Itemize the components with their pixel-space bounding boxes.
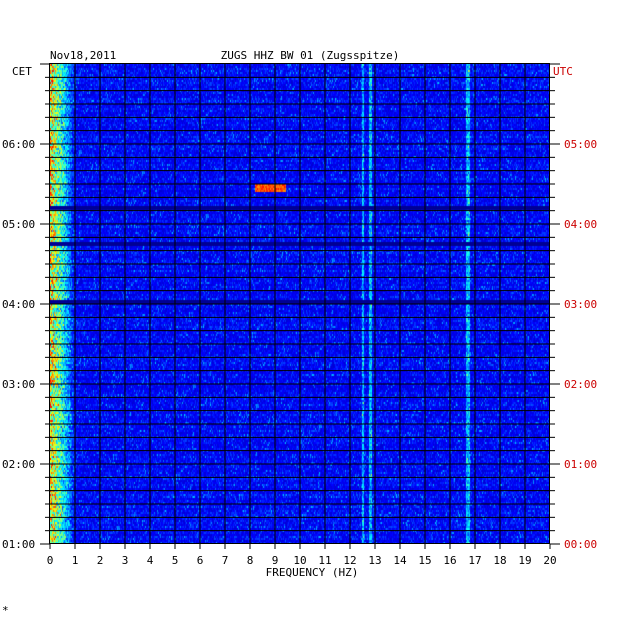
x-tick-label: 16 xyxy=(443,554,456,567)
x-tick-label: 1 xyxy=(72,554,79,567)
utc-tick-label: 01:00 xyxy=(564,458,597,471)
x-tick-label: 15 xyxy=(418,554,431,567)
x-tick-label: 12 xyxy=(343,554,356,567)
x-tick-label: 7 xyxy=(222,554,229,567)
x-tick-label: 17 xyxy=(468,554,481,567)
x-tick-label: 6 xyxy=(197,554,204,567)
utc-tick-label: 00:00 xyxy=(564,538,597,551)
cet-tick-label: 02:00 xyxy=(2,458,35,471)
x-axis-label: FREQUENCY (HZ) xyxy=(266,566,359,579)
utc-tick-label: 05:00 xyxy=(564,138,597,151)
axis-ticks xyxy=(40,63,560,549)
x-tick-label: 3 xyxy=(122,554,129,567)
x-tick-label: 19 xyxy=(518,554,531,567)
cet-tick-label: 04:00 xyxy=(2,298,35,311)
x-tick-labels: 0 1 2 3 4 5 6 7 8 9 10 11 12 13 14 15 16 17 18 19 20 xyxy=(47,554,557,567)
x-tick-label: 13 xyxy=(368,554,381,567)
cet-tick-label: 06:00 xyxy=(2,138,35,151)
x-tick-label: 5 xyxy=(172,554,179,567)
cet-tick-label: 03:00 xyxy=(2,378,35,391)
x-tick-label: 14 xyxy=(393,554,407,567)
utc-tick-label: 04:00 xyxy=(564,218,597,231)
utc-tick-label: 03:00 xyxy=(564,298,597,311)
x-tick-label: 9 xyxy=(272,554,279,567)
cet-tick-label: 05:00 xyxy=(2,218,35,231)
x-tick-label: 11 xyxy=(318,554,331,567)
x-tick-label: 0 xyxy=(47,554,54,567)
x-tick-label: 18 xyxy=(493,554,506,567)
utc-tick-label: 02:00 xyxy=(564,378,597,391)
utc-label: UTC xyxy=(553,65,573,78)
chart-title: ZUGS HHZ BW 01 (Zugsspitze) xyxy=(221,49,400,62)
x-tick-label: 4 xyxy=(147,554,154,567)
cet-tick-labels: 06:00 05:00 04:00 03:00 02:00 01:00 xyxy=(2,138,35,551)
x-tick-label: 10 xyxy=(293,554,306,567)
x-tick-label: 2 xyxy=(97,554,104,567)
corner-mark: * xyxy=(2,604,9,617)
x-tick-label: 20 xyxy=(543,554,556,567)
cet-label: CET xyxy=(12,65,32,78)
cet-tick-label: 01:00 xyxy=(2,538,35,551)
utc-tick-labels: 05:00 04:00 03:00 02:00 01:00 00:00 xyxy=(564,138,597,551)
chart-date: Nov18,2011 xyxy=(50,49,116,62)
grid-lines xyxy=(50,64,550,544)
x-tick-label: 8 xyxy=(247,554,254,567)
